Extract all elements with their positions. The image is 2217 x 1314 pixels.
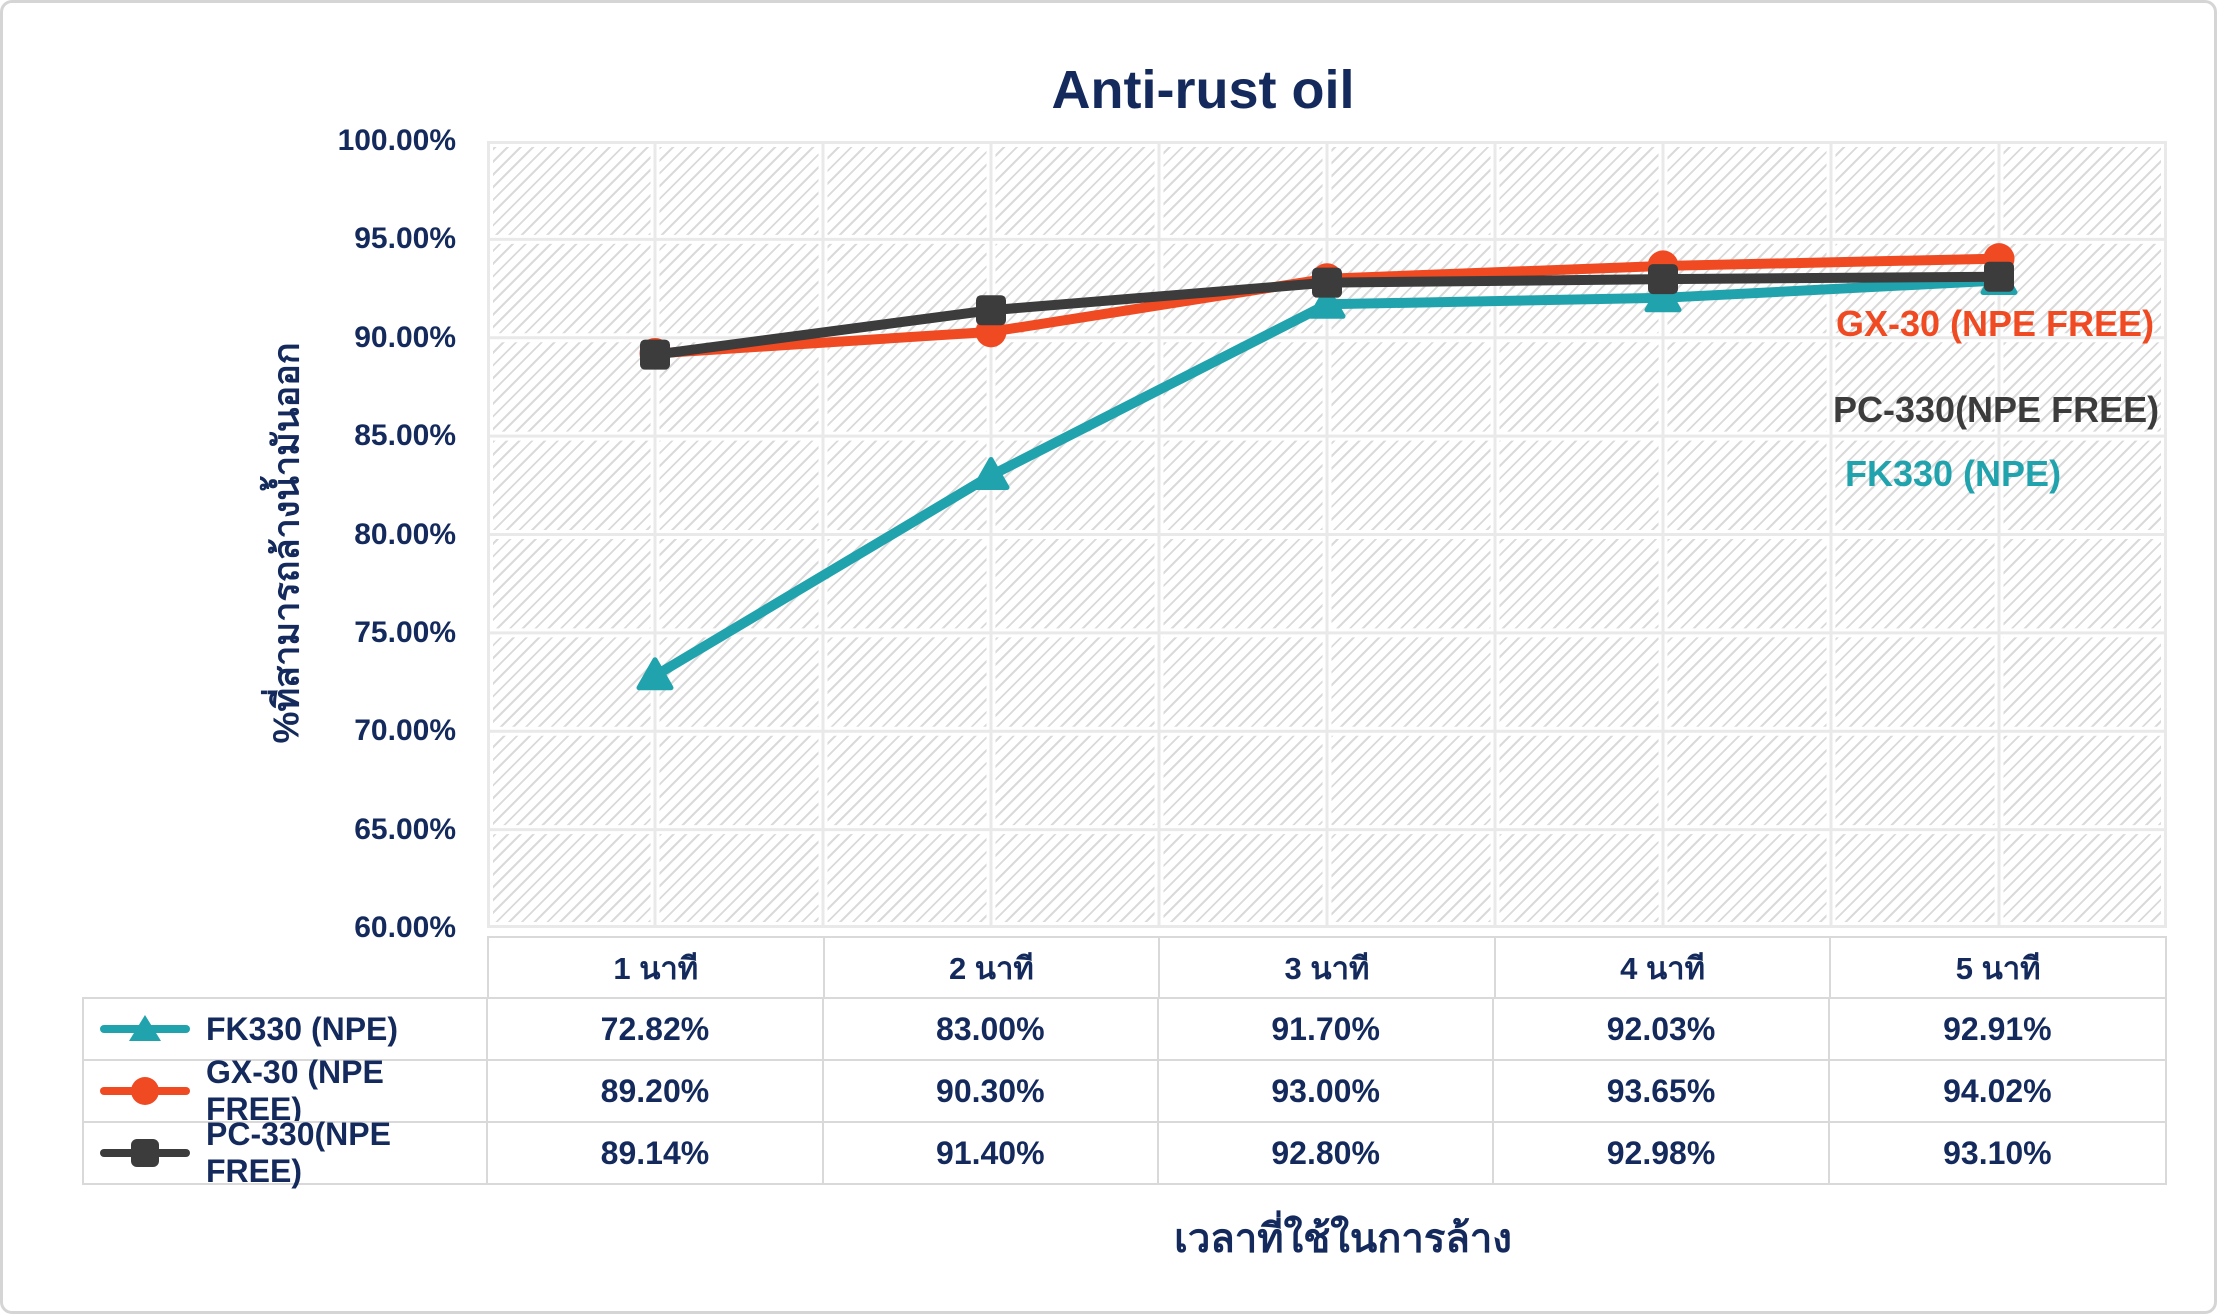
table-value-cell: 83.00%	[824, 999, 1159, 1059]
table-value-cell: 93.10%	[1943, 1134, 2052, 1171]
x-category-label: 1 นาที	[489, 938, 825, 997]
square-marker	[1648, 264, 1678, 295]
y-tick-label: 60.00%	[354, 911, 456, 944]
chart-svg	[487, 141, 2167, 928]
y-tick-label: 70.00%	[354, 714, 456, 748]
y-tick-label: 85.00%	[354, 419, 456, 453]
triangle-marker-icon	[129, 1015, 161, 1041]
table-value-cell: 92.91%	[1943, 1010, 2052, 1047]
square-marker	[976, 295, 1006, 326]
series-name-label: PC-330(NPE FREE)	[206, 1116, 391, 1189]
table-value-cell: 92.03%	[1494, 999, 1830, 1059]
series-label-0: FK330 (NPE)	[1845, 453, 2062, 494]
series-name-cell: PC-330(NPE FREE)	[84, 1116, 489, 1189]
triangle-legend-key-icon	[98, 1007, 194, 1051]
plot-area: GX-30 (NPE FREE) PC-330(NPE FREE) FK330 (N…	[487, 141, 2167, 928]
x-category-row: 1 นาที 2 นาที 3 นาที 4 นาที 5 นาที	[487, 936, 2167, 999]
x-category-label: 4 นาที	[1496, 938, 1832, 997]
chart-title: Anti-rust oil	[1051, 60, 1355, 120]
x-axis-title: เวลาที่ใช้ในการล้าง	[1174, 1217, 1512, 1261]
circle-marker-icon	[131, 1077, 159, 1105]
table-value-cell: 72.82%	[488, 999, 824, 1059]
x-category-label: 2 นาที	[825, 938, 1161, 997]
table-value-cell: 91.40%	[824, 1123, 1159, 1183]
series-name-label: FK330 (NPE)	[206, 1010, 399, 1047]
series-label-1: GX-30 (NPE FREE)	[1836, 303, 2155, 344]
square-marker	[640, 339, 670, 370]
table-value-cell: 89.14%	[488, 1123, 824, 1183]
circle-legend-key-icon	[98, 1069, 194, 1113]
table-value-cell: 91.70%	[1159, 999, 1495, 1059]
triangle-marker	[1308, 285, 1346, 319]
y-tick-label: 80.00%	[354, 517, 456, 551]
table-row: PC-330(NPE FREE) 89.14% 91.40% 92.80% 92.98%…	[82, 1116, 2167, 1189]
series-name-cell: FK330 (NPE)	[84, 999, 489, 1059]
triangle-marker	[972, 456, 1010, 490]
table-value-cell: 92.98%	[1494, 1123, 1830, 1183]
x-category-label: 5 นาที	[1955, 950, 2041, 986]
table-row: GX-30 (NPE FREE) 89.20% 90.30% 93.00% 93.65%…	[82, 1054, 2167, 1127]
table-value-cell: 92.80%	[1159, 1123, 1495, 1183]
series-name-cell: GX-30 (NPE FREE)	[84, 1054, 489, 1127]
table-value-cell: 94.02%	[1943, 1072, 2052, 1109]
y-tick-label: 100.00%	[337, 124, 456, 157]
triangle-marker	[1644, 279, 1682, 313]
y-tick-label: 90.00%	[354, 320, 456, 354]
table-value-cell: 90.30%	[824, 1061, 1159, 1121]
table-value-cell: 93.65%	[1494, 1061, 1830, 1121]
y-tick-label: 95.00%	[354, 222, 456, 256]
series-label-2: PC-330(NPE FREE)	[1833, 389, 2160, 430]
square-marker	[1984, 261, 2014, 292]
square-marker-icon	[131, 1139, 159, 1167]
square-marker	[1312, 267, 1342, 298]
table-value-cell: 89.20%	[488, 1061, 824, 1121]
triangle-marker	[636, 657, 674, 691]
table-value-cell: 93.00%	[1159, 1061, 1495, 1121]
x-category-label: 3 นาที	[1160, 938, 1496, 997]
square-legend-key-icon	[98, 1131, 194, 1175]
table-row: FK330 (NPE) 72.82% 83.00% 91.70% 92.03% 92.91…	[82, 997, 2167, 1061]
y-tick-label: 65.00%	[354, 812, 456, 846]
y-tick-label: 75.00%	[354, 615, 456, 649]
